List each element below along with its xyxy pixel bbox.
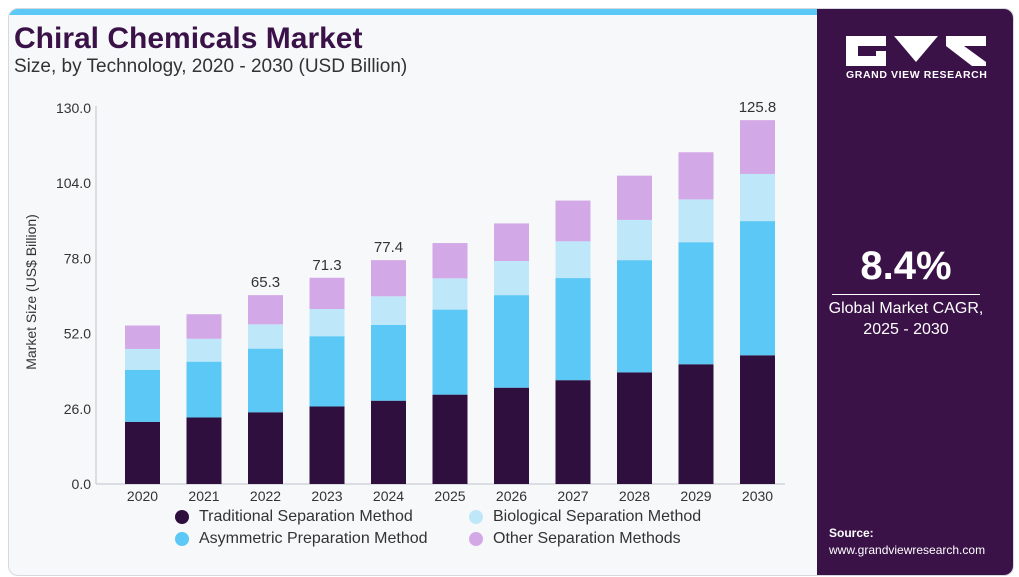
- bar-segment: [125, 369, 160, 422]
- bar-segment: [555, 200, 591, 242]
- cagr-label-line2: 2025 - 2030: [863, 321, 949, 338]
- bar-segment: [740, 173, 775, 222]
- x-tick-label: 2026: [496, 488, 527, 504]
- y-axis-title: Market Size (US$ Billion): [23, 214, 39, 370]
- brand-name: GRAND VIEW RESEARCH: [846, 69, 988, 81]
- total-label: 65.3: [251, 274, 280, 291]
- total-label: 77.4: [374, 239, 403, 256]
- bar-segment: [678, 199, 714, 243]
- bar-segment: [186, 338, 222, 362]
- bar-segment: [617, 260, 652, 373]
- bar-segment: [125, 421, 160, 484]
- bar-segment: [494, 387, 529, 484]
- chart-title: Chiral Chemicals Market: [14, 22, 363, 55]
- bar-segment: [432, 394, 468, 484]
- source-label: Source:: [829, 526, 874, 540]
- bar-segment: [740, 355, 775, 484]
- legend-label: Other Separation Methods: [493, 530, 681, 547]
- x-tick-label: 2020: [127, 488, 158, 504]
- legend-swatch: [469, 510, 483, 524]
- x-tick-label: 2027: [557, 488, 588, 504]
- sidebar-panel: [817, 9, 1013, 575]
- bar-segment: [432, 243, 468, 279]
- x-tick-labels: 2020 2021 2022 2023 2024 2025 2026 2027 2028 2029…: [127, 488, 773, 504]
- total-labels: 65.3 71.3 77.4 125.8: [251, 99, 776, 291]
- bar-segment: [371, 260, 406, 297]
- x-tick-label: 2021: [188, 488, 219, 504]
- x-tick-label: 2025: [434, 488, 465, 504]
- bar-segment: [371, 400, 406, 484]
- bar-segment: [494, 295, 529, 388]
- cagr-label-line1: Global Market CAGR,: [828, 300, 984, 317]
- bar-segment: [494, 223, 529, 262]
- bar-segment: [678, 242, 714, 365]
- bar-segment: [617, 175, 652, 220]
- y-tick-label: 104.0: [56, 175, 91, 191]
- bar-segment: [371, 324, 406, 401]
- cagr-label: Global Market CAGR, 2025 - 2030: [808, 298, 1004, 340]
- legend-label: Asymmetric Preparation Method: [199, 530, 428, 547]
- bar-segment: [740, 221, 775, 356]
- x-tick-label: 2022: [250, 488, 281, 504]
- legend-swatch: [175, 532, 189, 546]
- bar-segment: [617, 219, 652, 261]
- legend-label: Biological Separation Method: [493, 508, 702, 525]
- legend-swatch: [469, 532, 483, 546]
- bar-segment: [248, 295, 283, 325]
- bar-segment: [555, 278, 591, 381]
- bar-segment: [186, 314, 222, 339]
- bar-segment: [186, 417, 222, 484]
- bar-segment: [678, 364, 714, 484]
- x-tick-label: 2029: [680, 488, 711, 504]
- x-tick-label: 2028: [619, 488, 650, 504]
- legend-label: Traditional Separation Method: [199, 508, 413, 525]
- legend-item-biological: Biological Separation Method: [469, 508, 701, 526]
- accent-bar: [9, 9, 817, 15]
- y-tick-label: 26.0: [64, 401, 91, 417]
- y-tick-label: 0.0: [72, 476, 92, 492]
- legend-swatch: [175, 510, 189, 524]
- bar-segment: [494, 261, 529, 296]
- bar-segment: [740, 120, 775, 174]
- bar-segment: [248, 348, 283, 413]
- source-link[interactable]: www.grandviewresearch.com: [829, 543, 986, 557]
- chart-subtitle: Size, by Technology, 2020 - 2030 (USD Bi…: [14, 56, 408, 77]
- bar-segment: [309, 309, 345, 337]
- y-tick-labels: 0.0 26.0 52.0 78.0 104.0 130.0: [56, 100, 91, 492]
- bar-segment: [432, 278, 468, 310]
- cagr-value: 8.4%: [860, 244, 952, 288]
- bar-segment: [248, 324, 283, 349]
- bar-segment: [125, 348, 160, 370]
- bar-segment: [555, 241, 591, 279]
- legend-item-other: Other Separation Methods: [469, 530, 681, 548]
- bar-segment: [309, 336, 345, 407]
- bar-segment: [432, 309, 468, 395]
- bar-segment: [678, 152, 714, 200]
- legend-item-traditional: Traditional Separation Method: [175, 508, 413, 526]
- bar-segment: [186, 361, 222, 418]
- y-tick-label: 78.0: [64, 250, 91, 266]
- bar-segment: [309, 277, 345, 310]
- bar-segment: [248, 412, 283, 484]
- x-tick-label: 2023: [311, 488, 342, 504]
- y-tick-label: 52.0: [64, 326, 91, 342]
- gvr-logo: [846, 36, 986, 66]
- x-tick-label: 2030: [742, 488, 773, 504]
- bar-segment: [617, 372, 652, 484]
- legend-item-asymmetric: Asymmetric Preparation Method: [175, 530, 428, 548]
- bar-segment: [125, 325, 160, 349]
- bar-segment: [555, 380, 591, 484]
- total-label: 71.3: [312, 257, 341, 274]
- total-label: 125.8: [739, 99, 777, 116]
- bar-segment: [371, 296, 406, 325]
- cagr-divider: [832, 294, 980, 295]
- y-tick-label: 130.0: [56, 100, 91, 116]
- x-tick-label: 2024: [373, 488, 404, 504]
- bars-group: [125, 120, 775, 484]
- bar-segment: [309, 406, 345, 484]
